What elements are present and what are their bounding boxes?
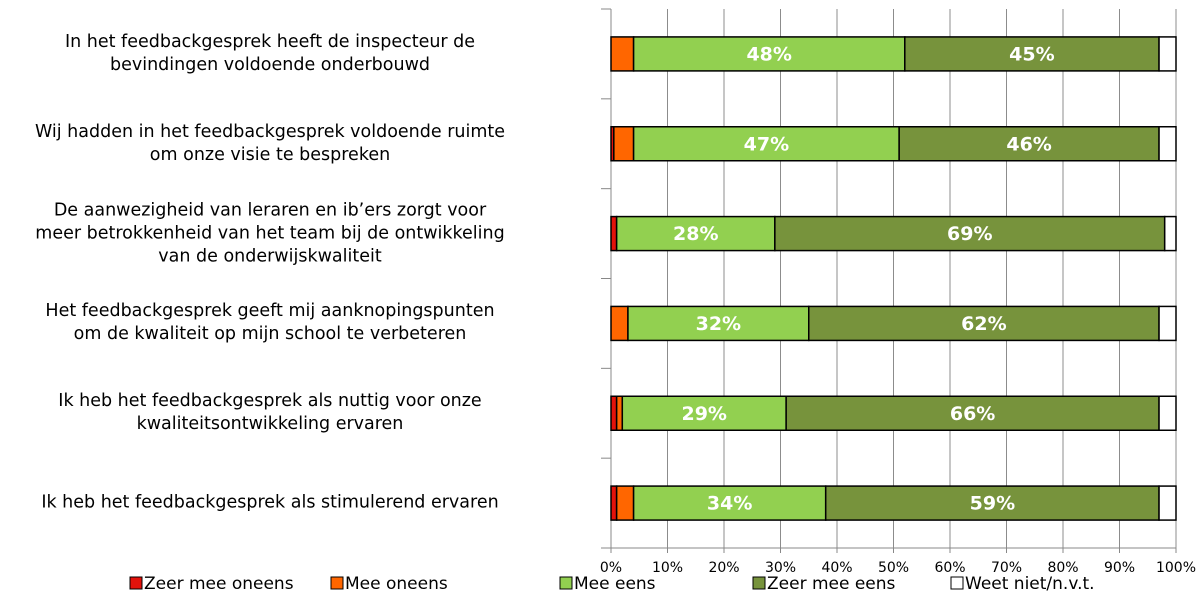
- category-label: Het feedbackgesprek geeft mij aanknoping…: [45, 301, 495, 345]
- x-tick-label: 100%: [1156, 560, 1196, 576]
- bar-segment: [1158, 305, 1177, 342]
- x-tick-label: 90%: [1104, 560, 1135, 576]
- x-tick-label: 40%: [821, 560, 852, 576]
- bar-segment: [1158, 36, 1177, 72]
- bar-segment: [824, 485, 1160, 521]
- bar-segment: [610, 485, 618, 521]
- bar-segment: [610, 36, 635, 72]
- value-label: 59%: [970, 493, 1015, 515]
- bar-segment: [615, 395, 624, 431]
- bar-segment: [632, 36, 906, 72]
- bar-segment: [1158, 126, 1177, 162]
- x-tick-label: 0%: [600, 560, 622, 576]
- value-label: 29%: [681, 403, 726, 425]
- x-tick-label: 80%: [1047, 560, 1078, 576]
- bar-segment: [632, 485, 827, 521]
- legend-swatch: [950, 576, 964, 590]
- bar-segment: [610, 215, 618, 252]
- legend-swatch: [330, 576, 344, 590]
- value-label: 28%: [673, 223, 718, 245]
- bar-segment: [615, 485, 635, 521]
- legend-swatch: [559, 576, 573, 590]
- bar-segment: [1163, 215, 1177, 252]
- bar-segment: [632, 126, 900, 162]
- bar-segment: [610, 395, 618, 431]
- value-label: 45%: [1009, 43, 1054, 65]
- legend-label: Weet niet/n.v.t.: [965, 574, 1095, 593]
- bar-segment: [785, 395, 1160, 431]
- category-label: De aanwezigheid van leraren en ib’ers zo…: [35, 200, 505, 267]
- value-label: 32%: [696, 313, 741, 335]
- x-tick-label: 10%: [652, 560, 683, 576]
- x-tick-label: 20%: [708, 560, 739, 576]
- value-label: 46%: [1006, 133, 1051, 155]
- value-label: 66%: [950, 403, 995, 425]
- bar-segment: [904, 36, 1160, 72]
- value-label: 48%: [746, 43, 791, 65]
- value-label: 47%: [744, 133, 789, 155]
- legend-label: Mee oneens: [345, 574, 448, 593]
- value-label: 34%: [707, 493, 752, 515]
- legend-swatch: [129, 576, 143, 590]
- bar-segment: [1158, 395, 1177, 431]
- legend-swatch: [752, 576, 766, 590]
- bar-segment: [898, 126, 1160, 162]
- bar-segment: [808, 305, 1160, 342]
- category-label: Ik heb het feedbackgesprek als nuttig vo…: [58, 391, 482, 435]
- x-tick-label: 70%: [991, 560, 1022, 576]
- category-label: Ik heb het feedbackgesprek als stimulere…: [41, 492, 499, 513]
- bar-segment: [615, 215, 776, 252]
- bar-segment: [1158, 485, 1177, 521]
- legend-label: Zeer mee oneens: [144, 574, 294, 593]
- bar-segment: [610, 305, 629, 342]
- x-tick-label: 50%: [878, 560, 909, 576]
- category-label: Wij hadden in het feedbackgesprek voldoe…: [34, 121, 506, 165]
- value-label: 62%: [961, 313, 1006, 335]
- bar-segment: [613, 126, 635, 162]
- bar-segment: [621, 395, 787, 431]
- value-label: 69%: [947, 223, 992, 245]
- x-tick-label: 30%: [765, 560, 796, 576]
- legend-label: Mee eens: [574, 574, 656, 593]
- category-label: In het feedbackgesprek heeft de inspecte…: [64, 31, 476, 75]
- x-tick-label: 60%: [934, 560, 965, 576]
- legend-label: Zeer mee eens: [767, 574, 896, 593]
